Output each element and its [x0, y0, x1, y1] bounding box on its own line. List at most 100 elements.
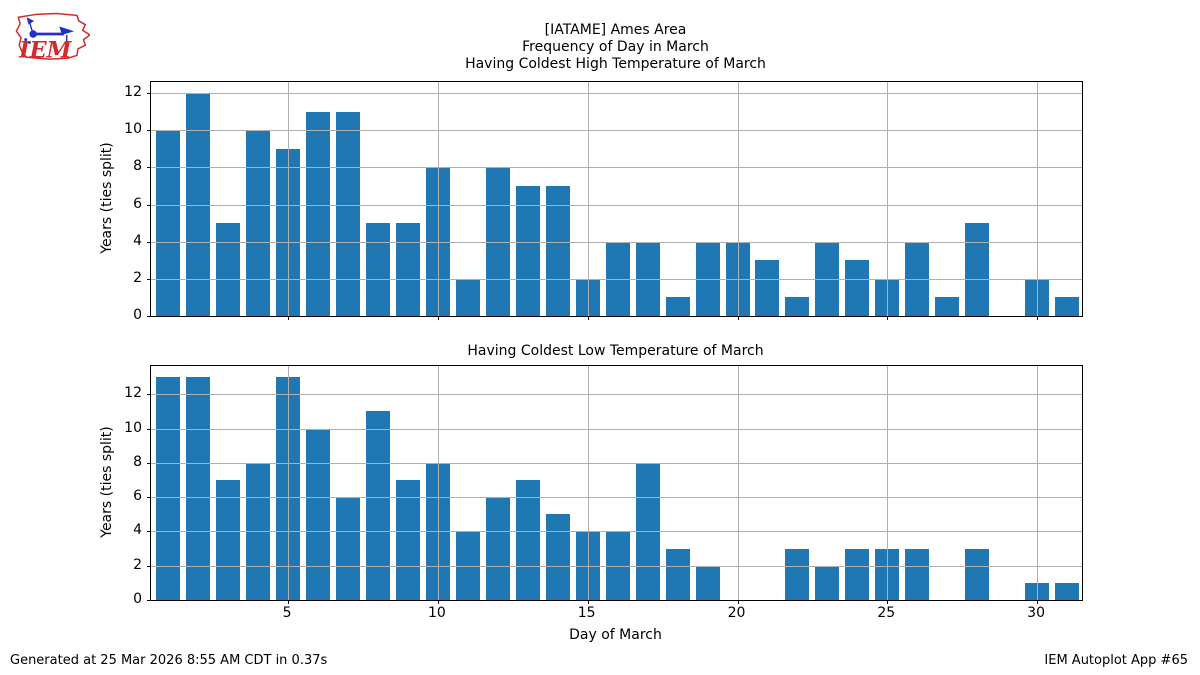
- bar-day-28: [965, 223, 990, 316]
- bar-day-2: [186, 377, 211, 600]
- bar-day-3: [216, 223, 241, 316]
- bar-day-17: [635, 241, 660, 316]
- gridline-v-10: [437, 366, 439, 600]
- xtick-label-15: 15: [577, 605, 596, 621]
- title-line-1: [IATAME] Ames Area: [544, 22, 687, 38]
- chart1-ytick-label-4: 4: [133, 232, 142, 249]
- chart2-ytick-label-10: 10: [124, 419, 142, 436]
- iem-logo: IEM: [15, 12, 90, 62]
- footer-generated-text: Generated at 25 Mar 2026 8:55 AM CDT in …: [10, 653, 328, 668]
- chart1-ytick-label-2: 2: [133, 269, 142, 286]
- x-tick-5: [288, 600, 290, 604]
- xtick-label-25: 25: [877, 605, 896, 621]
- bar-day-4: [246, 130, 271, 316]
- x-tick-25: [887, 600, 889, 604]
- y-tick-6: [147, 497, 151, 499]
- gridline-v-25: [887, 366, 889, 600]
- y-tick-10: [147, 130, 151, 132]
- x-tick-25: [887, 316, 889, 320]
- bar-day-7: [336, 111, 360, 316]
- bar-day-31: [1055, 582, 1079, 600]
- bar-day-1: [156, 130, 181, 316]
- chart2-title: Having Coldest Low Temperature of March: [467, 343, 764, 359]
- gridline-v-5: [288, 82, 290, 316]
- bar-day-24: [845, 548, 870, 600]
- chart2-ytick-label-8: 8: [133, 453, 142, 470]
- gridline-h-2: [151, 278, 1082, 280]
- y-tick-8: [147, 167, 151, 169]
- bar-day-12: [485, 497, 510, 600]
- bar-day-22: [785, 548, 810, 600]
- y-tick-2: [147, 278, 151, 280]
- bar-day-6: [306, 111, 330, 316]
- gridline-v-30: [1037, 82, 1039, 316]
- xtick-label-5: 5: [282, 605, 292, 621]
- chart2-ytick-label-4: 4: [133, 522, 142, 539]
- chart1-ytick-label-0: 0: [133, 307, 142, 323]
- x-tick-5: [288, 316, 290, 320]
- chart2-x-axis-label: Day of March: [569, 627, 662, 643]
- footer-app-text: IEM Autoplot App #65: [1044, 653, 1188, 668]
- bar-day-9: [395, 480, 420, 600]
- gridline-h-12: [151, 394, 1082, 396]
- gridline-v-10: [437, 82, 439, 316]
- iowa-outline-icon: [15, 12, 90, 60]
- bar-day-1: [156, 377, 181, 600]
- chart1-plot-area: [147, 81, 1083, 320]
- gridline-h-4: [151, 531, 1082, 533]
- bar-day-14: [545, 514, 570, 600]
- x-tick-10: [437, 600, 439, 604]
- chart2-y-axis-label: Years (ties split): [99, 426, 115, 538]
- y-tick-10: [147, 428, 151, 430]
- bar-day-23: [815, 241, 840, 316]
- bar-day-26: [905, 548, 930, 600]
- gridline-v-20: [737, 82, 739, 316]
- gridline-h-6: [151, 204, 1082, 206]
- bar-day-13: [515, 186, 540, 316]
- gridline-v-30: [1037, 366, 1039, 600]
- chart1-title: Having Coldest High Temperature of March: [465, 56, 766, 72]
- x-tick-30: [1037, 316, 1039, 320]
- bar-day-22: [785, 297, 810, 316]
- bar-day-8: [365, 223, 390, 316]
- y-tick-0: [147, 600, 151, 601]
- chart2-ytick-label-2: 2: [133, 556, 142, 573]
- bar-day-6: [306, 428, 330, 600]
- chart2-ytick-label-6: 6: [133, 488, 142, 505]
- gridline-h-12: [151, 93, 1082, 95]
- bar-day-19: [695, 565, 720, 600]
- x-tick-15: [587, 600, 589, 604]
- bar-day-28: [965, 548, 990, 600]
- bar-day-8: [365, 411, 390, 600]
- chart2-ytick-label-12: 12: [124, 385, 142, 402]
- gridline-h-8: [151, 167, 1082, 169]
- iem-logo-text: IEM: [18, 37, 73, 62]
- y-tick-2: [147, 565, 151, 567]
- chart2-ytick-label-0: 0: [133, 591, 142, 607]
- chart1-ytick-label-8: 8: [133, 158, 142, 175]
- x-tick-20: [737, 316, 739, 320]
- bar-day-7: [336, 497, 360, 600]
- gridline-h-10: [151, 130, 1082, 132]
- y-tick-12: [147, 93, 151, 95]
- bar-day-11: [455, 278, 480, 316]
- gridline-v-5: [288, 366, 290, 600]
- weather-vane-icon: [24, 17, 75, 47]
- chart1-ytick-label-6: 6: [133, 195, 142, 212]
- chart1-ytick-label-12: 12: [124, 84, 142, 101]
- bar-day-31: [1055, 297, 1079, 316]
- x-tick-20: [737, 600, 739, 604]
- gridline-h-8: [151, 462, 1082, 464]
- y-tick-4: [147, 241, 151, 243]
- bar-day-19: [695, 241, 720, 316]
- chart1-ytick-label-10: 10: [124, 121, 142, 138]
- gridline-h-6: [151, 497, 1082, 499]
- bar-day-26: [905, 241, 930, 316]
- y-tick-8: [147, 462, 151, 464]
- gridline-v-25: [887, 82, 889, 316]
- bar-day-16: [605, 241, 630, 316]
- bar-day-18: [665, 297, 690, 316]
- bar-day-9: [395, 223, 420, 316]
- y-tick-12: [147, 394, 151, 396]
